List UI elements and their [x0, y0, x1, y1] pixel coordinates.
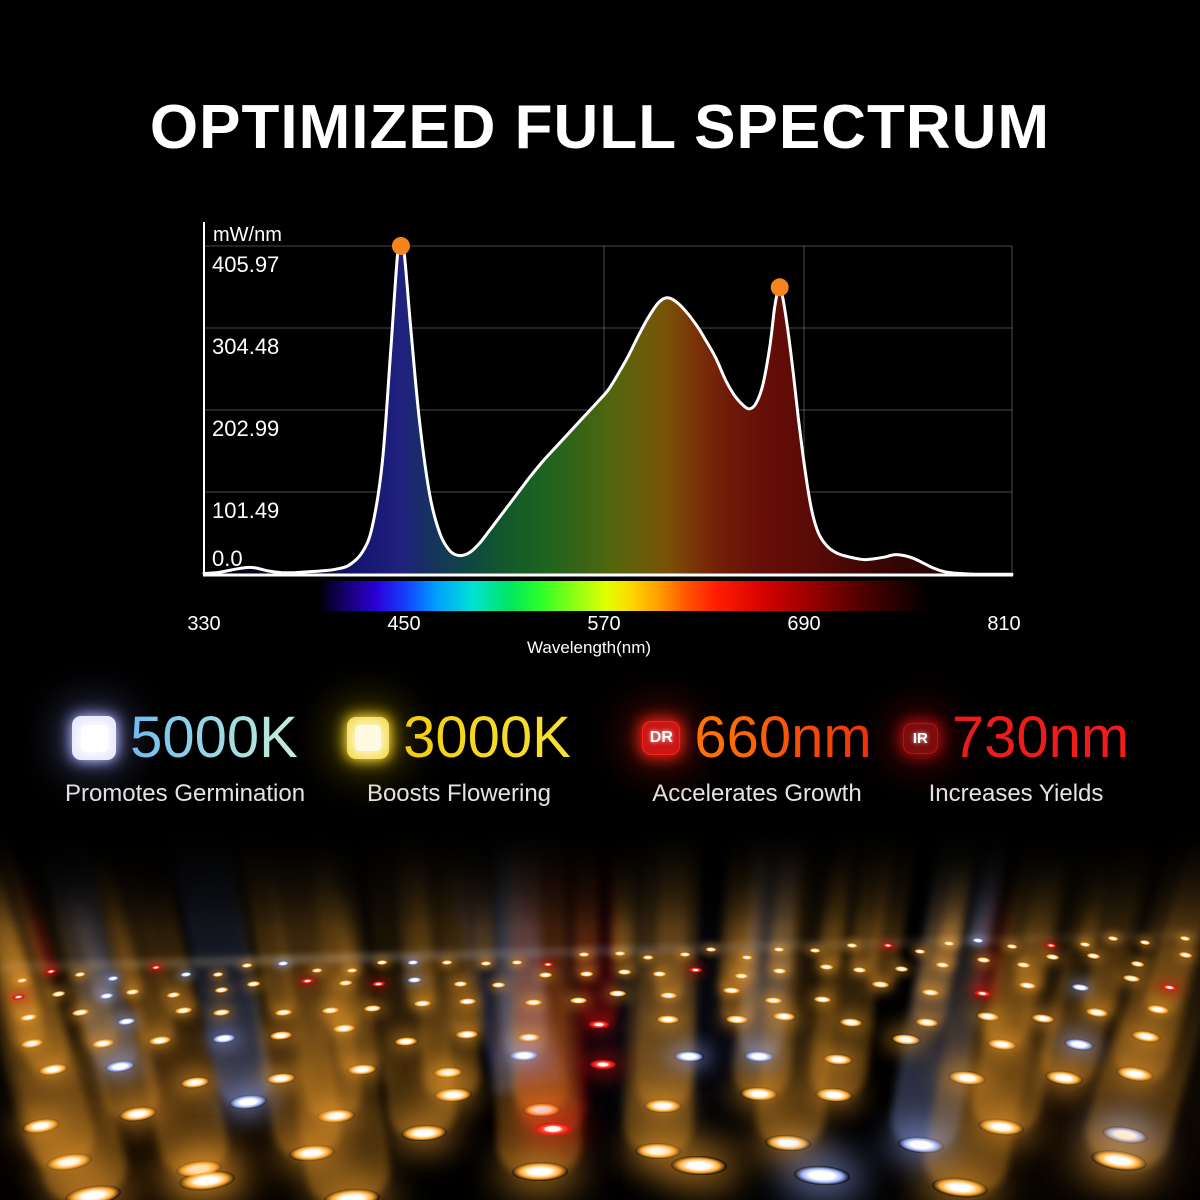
page-title: OPTIMIZED FULL SPECTRUM: [149, 93, 1051, 162]
feature-description: Promotes Germination: [64, 780, 306, 807]
feature-description: Boosts Flowering: [366, 780, 552, 807]
spectrum-area: [204, 243, 1012, 576]
feature-value: 3000K: [403, 705, 571, 770]
y-axis-label: mW/nm: [213, 224, 282, 246]
x-tick-label: 810: [987, 613, 1021, 635]
wavelength-colorbar: [322, 581, 928, 611]
x-tick-label: 690: [787, 613, 821, 635]
x-tick-label: 330: [187, 613, 221, 635]
x-tick-label: 450: [387, 613, 421, 635]
feature-value: 660nm: [694, 705, 872, 770]
spectrum-curve: [202, 242, 1014, 576]
feature-value: 730nm: [951, 705, 1130, 770]
y-tick-label: 304.48: [212, 334, 280, 359]
feature-value: 5000K: [130, 705, 298, 770]
peak-markers: [391, 236, 789, 297]
spectrum-plot: [202, 222, 1014, 577]
feature-660nm: DR 660nm Accelerates Growth: [607, 706, 907, 808]
feature-description: Accelerates Growth: [652, 780, 862, 807]
yellow-led-icon: [347, 717, 390, 759]
x-tick-label: 570: [587, 613, 621, 635]
feature-3000k: 3000K Boosts Flowering: [309, 706, 609, 808]
led-board-photo: [0, 818, 1200, 1200]
x-axis-label: Wavelength(nm): [526, 638, 652, 657]
feature-description: Increases Yields: [928, 780, 1104, 807]
deep-red-led-icon: DR: [642, 721, 681, 755]
y-tick-label: 0.0: [212, 546, 243, 571]
feature-730nm: IR 730nm Increases Yields: [866, 706, 1166, 808]
feature-5000k: 5000K Promotes Germination: [35, 706, 335, 808]
ambient-glow: [540, 878, 800, 1178]
y-tick-label: 101.49: [212, 498, 280, 523]
led-core: [355, 725, 382, 751]
white-led-icon: [72, 716, 117, 760]
photo-top-fade: [0, 818, 1200, 928]
infrared-led-icon: IR: [902, 722, 938, 754]
y-tick-label: 405.97: [212, 252, 280, 277]
y-tick-label: 202.99: [212, 416, 280, 441]
led-core: [80, 724, 108, 752]
